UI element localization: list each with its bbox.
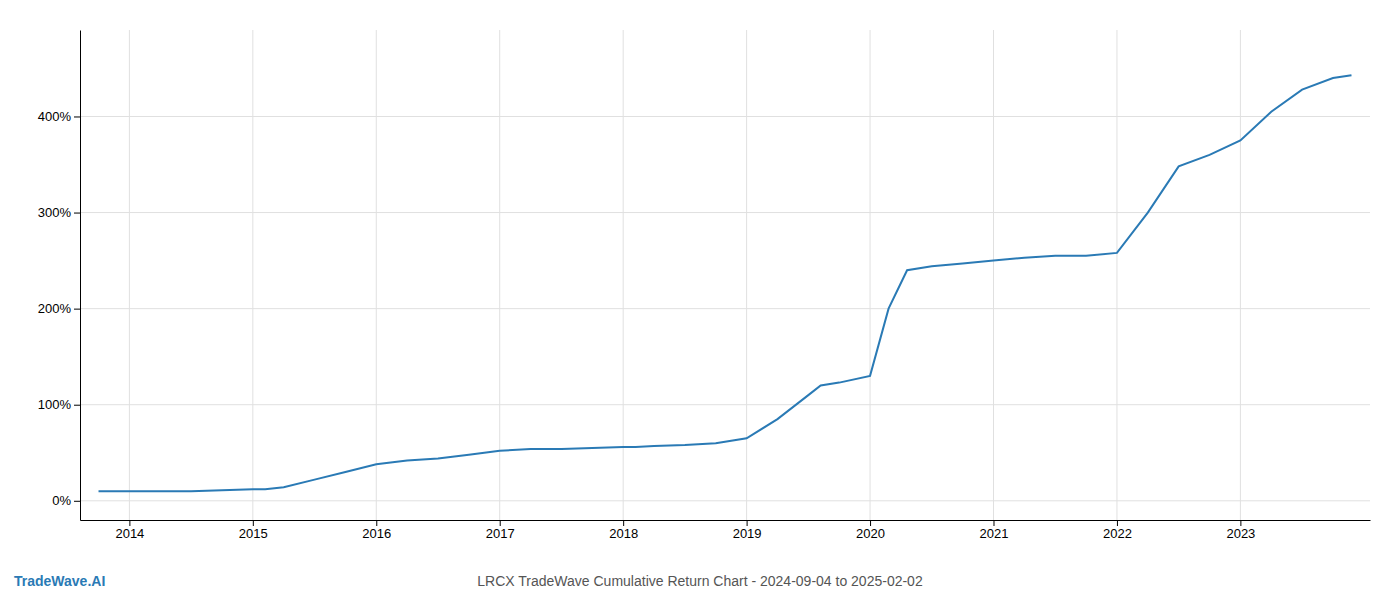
grid-line (1240, 30, 1241, 520)
x-tick: 2021 (980, 520, 1009, 541)
grid-line (746, 30, 747, 520)
y-axis: 0% 100% 200% 300% 400% (38, 31, 81, 521)
x-tick: 2014 (115, 520, 144, 541)
grid-line (870, 30, 871, 520)
x-tick: 2022 (1103, 520, 1132, 541)
grid-line (252, 30, 253, 520)
x-tick: 2019 (733, 520, 762, 541)
tick-mark (74, 309, 80, 310)
y-tick: 200% (38, 301, 80, 316)
tick-label: 400% (38, 109, 72, 124)
tick-mark (993, 520, 994, 526)
tick-mark (253, 520, 254, 526)
x-tick: 2016 (362, 520, 391, 541)
tick-label: 100% (38, 397, 72, 412)
watermark: TradeWave.AI (14, 573, 105, 589)
tick-label: 2023 (1226, 526, 1255, 541)
x-axis: 2014 2015 2016 2017 2018 2019 2020 2021 2022 2023 (81, 520, 1371, 541)
y-tick: 0% (52, 493, 80, 508)
marks (99, 75, 1352, 491)
tick-label: 2021 (980, 526, 1009, 541)
tick-label: 0% (52, 493, 71, 508)
tick-mark (500, 520, 501, 526)
chart: 2014 2015 2016 2017 2018 2019 2020 2021 2022 2023… (0, 0, 1400, 600)
grid (80, 30, 1370, 520)
tick-label: 2018 (609, 526, 638, 541)
tick-mark (1117, 520, 1118, 526)
tick-mark (870, 520, 871, 526)
line (99, 75, 1352, 491)
grid-line (376, 30, 377, 520)
x-tick: 2017 (486, 520, 515, 541)
grid-line (80, 308, 1370, 309)
tick-label: 2016 (362, 526, 391, 541)
grid-line (993, 30, 994, 520)
tick-mark (74, 501, 80, 502)
grid-line (499, 30, 500, 520)
grid-line (80, 404, 1370, 405)
x-tick: 2023 (1226, 520, 1255, 541)
tick-label: 2019 (733, 526, 762, 541)
tick-label: 200% (38, 301, 72, 316)
tick-label: 2017 (486, 526, 515, 541)
x-tick: 2020 (856, 520, 885, 541)
tick-mark (74, 405, 80, 406)
tick-mark (1240, 520, 1241, 526)
tick-mark (747, 520, 748, 526)
x-axis-line (81, 520, 1371, 521)
plot-area: 2014 2015 2016 2017 2018 2019 2020 2021 2022 2023… (38, 30, 1371, 541)
tick-mark (623, 520, 624, 526)
tick-mark (376, 520, 377, 526)
grid-line (1116, 30, 1117, 520)
y-tick: 100% (38, 397, 80, 412)
y-tick: 300% (38, 205, 80, 220)
y-tick: 400% (38, 109, 80, 124)
tick-label: 300% (38, 205, 72, 220)
title: LRCX TradeWave Cumulative Return Chart -… (477, 573, 923, 589)
tick-mark (129, 520, 130, 526)
x-tick: 2015 (239, 520, 268, 541)
tick-label: 2022 (1103, 526, 1132, 541)
tick-mark (74, 116, 80, 117)
grid-line (80, 116, 1370, 117)
tick-label: 2020 (856, 526, 885, 541)
grid-line (80, 500, 1370, 501)
grid-line (80, 212, 1370, 213)
y-axis-line (80, 31, 81, 521)
x-tick: 2018 (609, 520, 638, 541)
tick-label: 2014 (115, 526, 144, 541)
grid-line (129, 30, 130, 520)
tick-mark (74, 213, 80, 214)
tick-label: 2015 (239, 526, 268, 541)
